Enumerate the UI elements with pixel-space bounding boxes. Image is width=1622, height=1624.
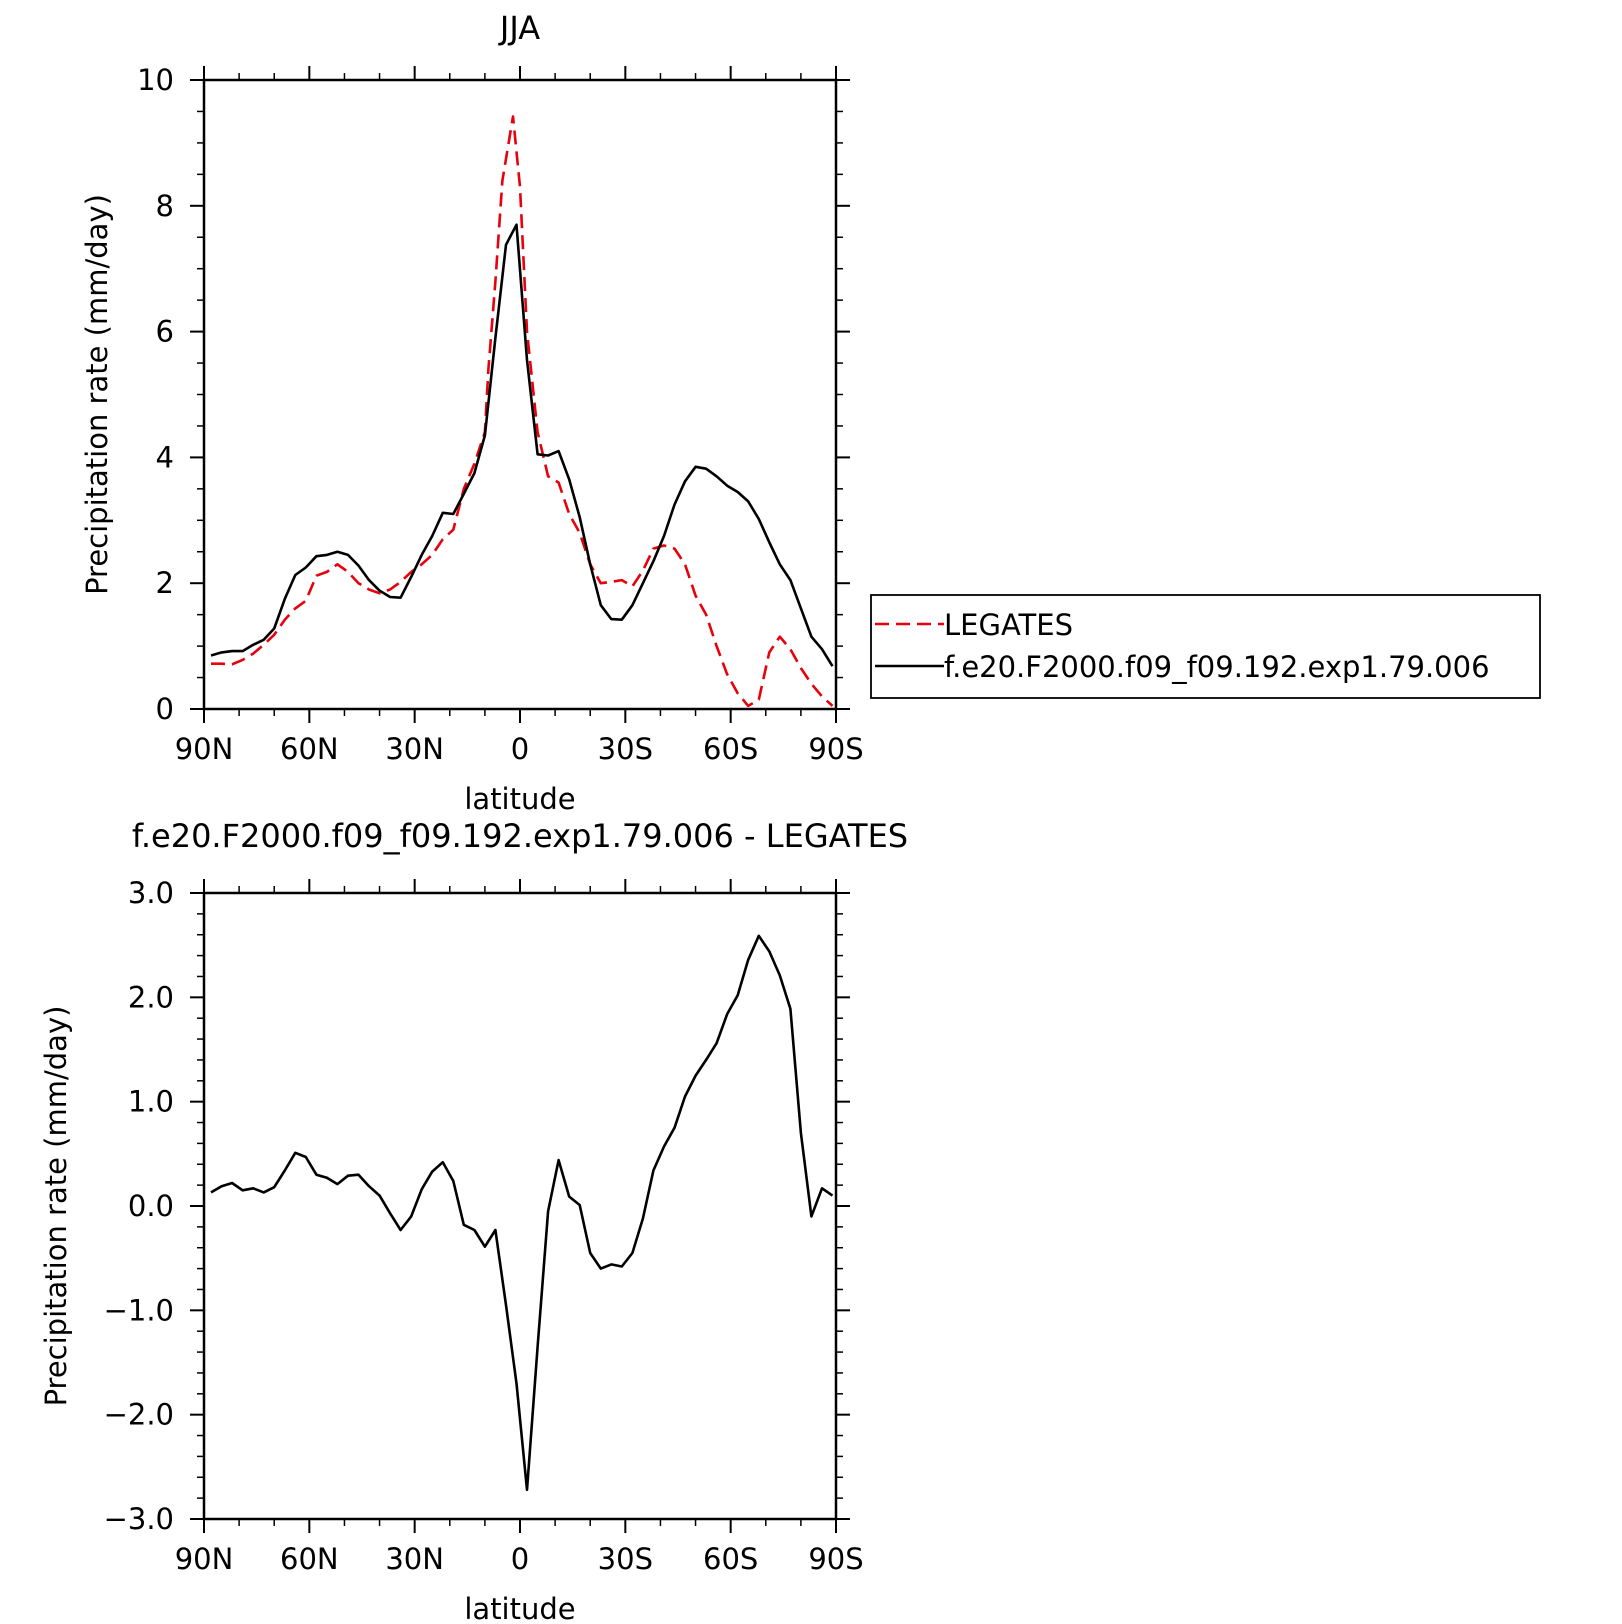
x-tick-label: 90N	[175, 1542, 234, 1576]
top-panel-jja: 90N 60N 30N 0 30S 60S 90S 0 2 4 6 8 10 JJA latitude Pre…	[80, 9, 1541, 816]
y-tick-label: −2.0	[104, 1398, 174, 1432]
y-tick-label: 6	[156, 315, 174, 349]
legend-box	[870, 594, 1541, 699]
chart-title: f.e20.F2000.f09_f09.192.exp1.79.006 - LE…	[132, 817, 908, 855]
series-line-model	[210, 223, 834, 667]
x-axis-title: latitude	[464, 782, 575, 816]
y-axis-title: Precipitation rate (mm/day)	[80, 194, 114, 595]
chart-title: JJA	[498, 9, 540, 47]
series-line-model	[210, 934, 834, 1492]
y-tick-label: 3.0	[128, 876, 174, 910]
x-tick-label: 60S	[703, 1542, 758, 1576]
y-tick-label: 0.0	[128, 1189, 174, 1223]
y-tick-label: −1.0	[104, 1293, 174, 1327]
bottom-panel-difference: 90N 60N 30N 0 30S 60S 90S −3.0 −2.0 −1.0 0.0 1.0 2.0…	[39, 817, 908, 1624]
x-tick-label: 0	[511, 732, 529, 766]
y-tick-label: 0	[156, 692, 174, 726]
y-tick-label: 2	[156, 566, 174, 600]
y-tick-label: 1.0	[128, 1085, 174, 1119]
x-tick-label: 90N	[175, 732, 234, 766]
y-tick-label: −3.0	[104, 1502, 174, 1536]
x-tick-label: 30N	[385, 1542, 444, 1576]
x-tick-label: 90S	[808, 732, 863, 766]
x-tick-label: 30N	[385, 732, 444, 766]
series-line-legates	[211, 115, 834, 708]
y-tick-label: 8	[156, 189, 174, 223]
x-tick-label: 60S	[703, 732, 758, 766]
x-tick-label: 0	[511, 1542, 529, 1576]
y-tick-label: 2.0	[128, 980, 174, 1014]
legend-label: f.e20.F2000.f09_f09.192.exp1.79.006	[944, 650, 1490, 684]
legend: LEGATES f.e20.F2000.f09_f09.192.exp1.79.0…	[870, 594, 1541, 699]
x-tick-label: 30S	[598, 732, 653, 766]
y-tick-label: 4	[156, 440, 174, 474]
x-tick-label: 30S	[598, 1542, 653, 1576]
x-axis-title: latitude	[464, 1592, 575, 1624]
y-axis-title: Precipitation rate (mm/day)	[39, 1006, 73, 1407]
legend-label: LEGATES	[944, 608, 1073, 642]
x-tick-label: 60N	[280, 1542, 339, 1576]
y-tick-label: 10	[137, 63, 174, 97]
x-tick-label: 60N	[280, 732, 339, 766]
x-tick-label: 90S	[808, 1542, 863, 1576]
